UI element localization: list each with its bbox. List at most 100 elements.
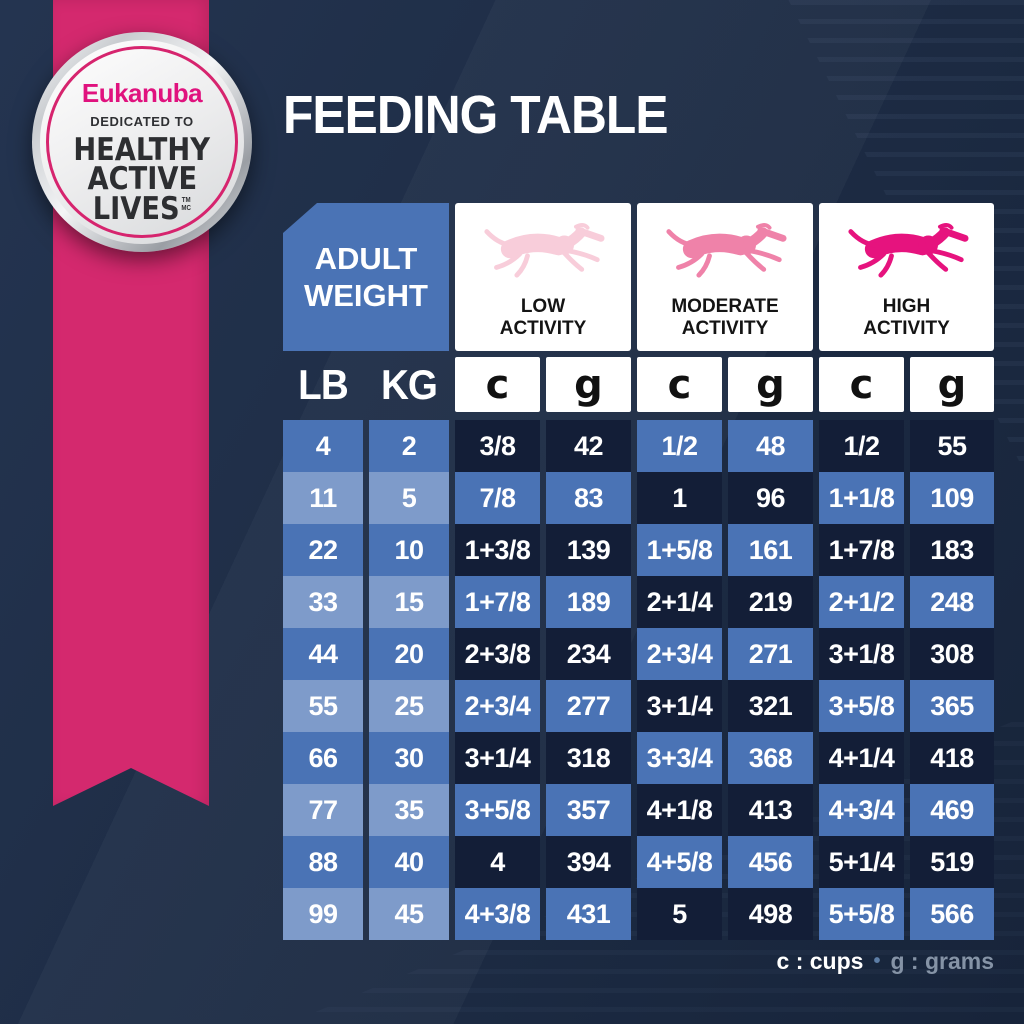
table-cell: 1+1/8 [819, 472, 904, 524]
table-cell: 2+3/4 [455, 680, 540, 732]
table-cell: 3+1/4 [637, 680, 722, 732]
table-cell: 3+5/8 [455, 784, 540, 836]
table-cell: 11 [283, 472, 363, 524]
table-cell: 219 [728, 576, 813, 628]
legend-grams: g : grams [890, 948, 994, 974]
table-cell: 1+3/8 [455, 524, 540, 576]
column-header-grams-moderate: g [728, 357, 813, 412]
table-cell: 55 [283, 680, 363, 732]
table-cell: 183 [910, 524, 994, 576]
table-cell: 394 [546, 836, 631, 888]
table-cell: 4+1/8 [637, 784, 722, 836]
legend-cups: c : cups [776, 948, 864, 974]
table-cell: 413 [728, 784, 813, 836]
column-header-cups-moderate: c [637, 357, 722, 412]
table-cell: 5+5/8 [819, 888, 904, 940]
table-cell: 4 [283, 420, 363, 472]
table-cell: 44 [283, 628, 363, 680]
table-cell: 365 [910, 680, 994, 732]
table-cell: 77 [283, 784, 363, 836]
mc-symbol: MC [181, 204, 192, 212]
table-cell: 20 [369, 628, 449, 680]
table-cell: 109 [910, 472, 994, 524]
table-cell: 368 [728, 732, 813, 784]
table-cell: 96 [728, 472, 813, 524]
table-cell: 48 [728, 420, 813, 472]
table-cell: 4+3/8 [455, 888, 540, 940]
running-dog-icon [842, 219, 972, 281]
table-cell: 5 [637, 888, 722, 940]
table-cell: 321 [728, 680, 813, 732]
table-cell: 5 [369, 472, 449, 524]
table-header-row: ADULT WEIGHT LOW ACTIVITY MODERATE ACTIV… [283, 203, 994, 351]
table-cell: 1+7/8 [819, 524, 904, 576]
table-cell: 161 [728, 524, 813, 576]
table-cell: 45 [369, 888, 449, 940]
table-cell: 234 [546, 628, 631, 680]
column-header-grams-low: g [546, 357, 631, 412]
table-cell: 3+3/4 [637, 732, 722, 784]
table-cell: 1+5/8 [637, 524, 722, 576]
table-cell: 99 [283, 888, 363, 940]
table-cell: 248 [910, 576, 994, 628]
table-cell: 5+1/4 [819, 836, 904, 888]
table-cell: 431 [546, 888, 631, 940]
badge-active-text: ACTIVE [87, 161, 197, 198]
table-cell: 4+5/8 [637, 836, 722, 888]
table-cell: 2 [369, 420, 449, 472]
table-cell: 3+5/8 [819, 680, 904, 732]
table-cell: 42 [546, 420, 631, 472]
table-cell: 40 [369, 836, 449, 888]
table-cell: 2+1/4 [637, 576, 722, 628]
table-cell: 418 [910, 732, 994, 784]
table-cell: 456 [728, 836, 813, 888]
table-cell: 271 [728, 628, 813, 680]
column-header-low-activity: LOW ACTIVITY [455, 203, 631, 351]
table-cell: 1/2 [819, 420, 904, 472]
adult-weight-header: ADULT WEIGHT [283, 203, 449, 351]
table-cell: 2+1/2 [819, 576, 904, 628]
table-cell: 2+3/4 [637, 628, 722, 680]
column-header-kg: KG [380, 360, 438, 408]
table-cell: 88 [283, 836, 363, 888]
table-cell: 22 [283, 524, 363, 576]
adult-weight-label: ADULT WEIGHT [304, 240, 428, 313]
running-dog-icon [478, 219, 608, 281]
table-cell: 308 [910, 628, 994, 680]
legend: c : cups • g : grams [777, 948, 994, 975]
page-title: FEEDING TABLE [283, 85, 668, 145]
table-cell: 277 [546, 680, 631, 732]
column-header-cups-high: c [819, 357, 904, 412]
column-header-moderate-activity: MODERATE ACTIVITY [637, 203, 813, 351]
column-header-lb: LB [298, 360, 349, 408]
table-cell: 1/2 [637, 420, 722, 472]
table-cell: 35 [369, 784, 449, 836]
table-cell: 83 [546, 472, 631, 524]
column-header-cups-low: c [455, 357, 540, 412]
table-cell: 10 [369, 524, 449, 576]
low-activity-label: LOW ACTIVITY [499, 296, 587, 339]
high-activity-label: HIGH ACTIVITY [863, 296, 950, 339]
unit-header-row: LB KG c g c g c g [283, 357, 994, 412]
moderate-activity-label: MODERATE ACTIVITY [671, 296, 779, 339]
table-cell: 4 [455, 836, 540, 888]
table-cell: 4+1/4 [819, 732, 904, 784]
trademark-mark: TM MC [182, 197, 192, 212]
table-cell: 4+3/4 [819, 784, 904, 836]
table-cell: 357 [546, 784, 631, 836]
table-cell: 189 [546, 576, 631, 628]
table-cell: 2+3/8 [455, 628, 540, 680]
table-cell: 55 [910, 420, 994, 472]
table-cell: 3+1/8 [819, 628, 904, 680]
table-cell: 25 [369, 680, 449, 732]
badge-healthy-text: HEALTHY [73, 132, 211, 168]
feeding-table: ADULT WEIGHT LOW ACTIVITY MODERATE ACTIV… [283, 203, 994, 940]
table-cell: 566 [910, 888, 994, 940]
table-cell: 33 [283, 576, 363, 628]
feeding-rows: 4 2 3/8 42 1/2 48 1/2 55 11 5 7/8 83 1 96 1+1/8 109 22 10… [283, 420, 994, 940]
table-cell: 3/8 [455, 420, 540, 472]
table-cell: 15 [369, 576, 449, 628]
badge-pink-ring [46, 46, 238, 238]
table-cell: 318 [546, 732, 631, 784]
